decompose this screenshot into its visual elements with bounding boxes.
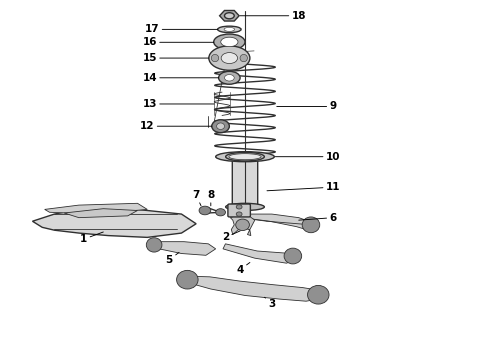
Text: 9: 9 bbox=[277, 102, 337, 112]
Text: 4: 4 bbox=[237, 262, 250, 275]
Ellipse shape bbox=[224, 13, 234, 19]
Ellipse shape bbox=[212, 120, 229, 133]
Ellipse shape bbox=[211, 54, 219, 62]
Ellipse shape bbox=[176, 270, 198, 289]
Ellipse shape bbox=[216, 152, 274, 162]
Ellipse shape bbox=[284, 248, 302, 264]
Text: 13: 13 bbox=[143, 99, 214, 109]
Text: 18: 18 bbox=[240, 11, 306, 21]
Polygon shape bbox=[230, 216, 255, 235]
Polygon shape bbox=[247, 214, 314, 229]
Text: 1: 1 bbox=[80, 232, 103, 244]
Ellipse shape bbox=[147, 238, 162, 252]
Ellipse shape bbox=[218, 26, 241, 33]
Ellipse shape bbox=[217, 123, 224, 130]
Ellipse shape bbox=[236, 205, 242, 209]
Polygon shape bbox=[220, 10, 239, 21]
Ellipse shape bbox=[224, 75, 234, 81]
Text: 3: 3 bbox=[265, 297, 275, 309]
Text: 6: 6 bbox=[299, 213, 337, 222]
Ellipse shape bbox=[226, 203, 264, 211]
Text: 12: 12 bbox=[140, 121, 212, 131]
Polygon shape bbox=[185, 276, 322, 301]
FancyBboxPatch shape bbox=[228, 204, 250, 217]
Text: 14: 14 bbox=[143, 73, 219, 83]
Text: 5: 5 bbox=[166, 252, 179, 265]
Ellipse shape bbox=[209, 46, 250, 70]
Polygon shape bbox=[152, 242, 216, 255]
Text: 7: 7 bbox=[193, 190, 201, 206]
Text: 17: 17 bbox=[145, 24, 218, 35]
FancyBboxPatch shape bbox=[232, 157, 258, 207]
Ellipse shape bbox=[226, 152, 264, 161]
Text: 15: 15 bbox=[143, 53, 209, 63]
Ellipse shape bbox=[224, 27, 235, 31]
Text: 10: 10 bbox=[275, 152, 340, 162]
Text: 8: 8 bbox=[207, 190, 215, 206]
Polygon shape bbox=[45, 203, 147, 214]
Ellipse shape bbox=[308, 285, 329, 304]
Ellipse shape bbox=[221, 53, 238, 64]
Ellipse shape bbox=[236, 219, 249, 230]
Ellipse shape bbox=[302, 217, 320, 233]
Polygon shape bbox=[64, 209, 138, 218]
Ellipse shape bbox=[214, 34, 245, 50]
Ellipse shape bbox=[199, 206, 211, 215]
Ellipse shape bbox=[229, 154, 261, 160]
Ellipse shape bbox=[236, 212, 242, 216]
Polygon shape bbox=[32, 207, 196, 237]
Ellipse shape bbox=[216, 209, 225, 216]
Polygon shape bbox=[223, 244, 296, 263]
Text: 2: 2 bbox=[222, 231, 240, 242]
Text: 11: 11 bbox=[267, 182, 340, 192]
Ellipse shape bbox=[240, 54, 247, 62]
Text: 16: 16 bbox=[143, 37, 214, 47]
Ellipse shape bbox=[219, 71, 240, 84]
Ellipse shape bbox=[221, 37, 238, 47]
